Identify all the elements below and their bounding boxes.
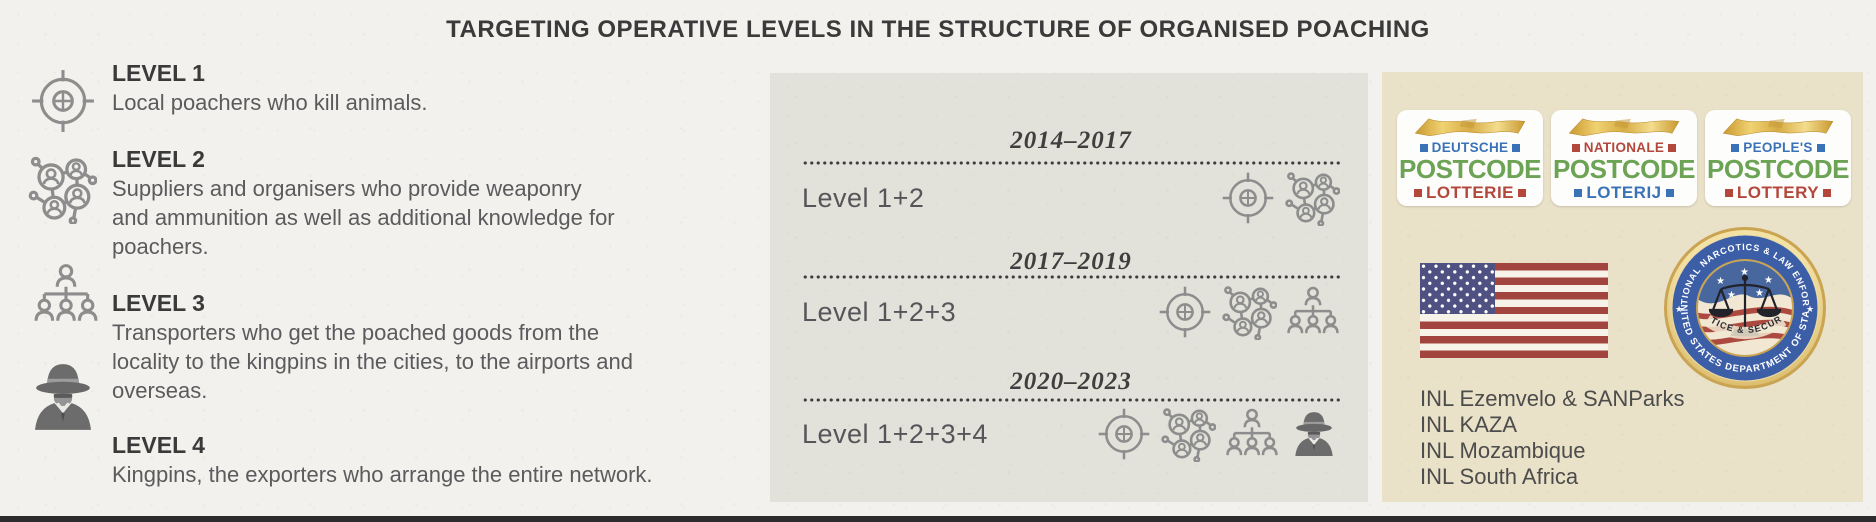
level-label: LEVEL 2 bbox=[112, 146, 205, 172]
square-icon bbox=[1419, 144, 1428, 153]
level-description: Suppliers and organisers who provide wea… bbox=[112, 176, 615, 259]
level-range-label: Level 1+2+3 bbox=[802, 296, 957, 327]
lottery-logos: DEUTSCHE POSTCODE LOTTERIE NATIONALE POS… bbox=[1397, 110, 1851, 206]
network-icon bbox=[1284, 170, 1340, 226]
logo-peoples-postcode-lottery: PEOPLE'S POSTCODE LOTTERY bbox=[1705, 110, 1851, 206]
svg-text:★: ★ bbox=[1740, 267, 1749, 278]
level-description: Transporters who get the poached goods f… bbox=[112, 320, 633, 403]
square-icon bbox=[1413, 189, 1422, 198]
target-icon bbox=[30, 68, 96, 134]
flag-canton-stars bbox=[1420, 263, 1495, 315]
network-icon bbox=[1221, 284, 1277, 340]
level-item: LEVEL 4 Kingpins, the exporters who arra… bbox=[112, 430, 687, 489]
square-icon bbox=[1665, 189, 1674, 198]
target-icon bbox=[1221, 171, 1275, 225]
level-description: Local poachers who kill animals. bbox=[112, 90, 428, 115]
svg-text:★: ★ bbox=[1764, 275, 1773, 286]
period-label: 2014–2017 bbox=[1010, 127, 1132, 154]
level-item: LEVEL 3 Transporters who get the poached… bbox=[112, 288, 687, 405]
network-icon bbox=[27, 154, 97, 224]
hierarchy-icon bbox=[33, 262, 99, 328]
square-icon bbox=[1823, 189, 1832, 198]
partner-item: INL Ezemvelo & SANParks bbox=[1420, 386, 1685, 411]
square-icon bbox=[1731, 144, 1740, 153]
dotted-divider bbox=[802, 275, 1340, 279]
logo-nationale-postcode-loterij: NATIONALE POSTCODE LOTERIJ bbox=[1551, 110, 1697, 206]
gold-ribbon-icon bbox=[1714, 113, 1842, 140]
level-label: LEVEL 1 bbox=[112, 60, 205, 86]
period-label: 2020–2023 bbox=[1010, 368, 1132, 395]
square-icon bbox=[1571, 144, 1580, 153]
inl-seal: INTERNATIONAL NARCOTICS & LAW ENFORCEMEN… bbox=[1663, 226, 1826, 389]
square-icon bbox=[1816, 144, 1825, 153]
level-range-label: Level 1+2+3+4 bbox=[802, 418, 988, 449]
square-icon bbox=[1668, 144, 1677, 153]
partner-list: INL Ezemvelo & SANParks INL KAZA INL Moz… bbox=[1420, 386, 1685, 490]
level-label: LEVEL 4 bbox=[112, 432, 205, 458]
square-icon bbox=[1724, 189, 1733, 198]
network-icon bbox=[1160, 406, 1216, 462]
hierarchy-icon bbox=[1286, 285, 1340, 339]
timeline-panel: 2014–2017 Level 1+2 2017–2019 Level 1+2+… bbox=[770, 73, 1368, 502]
us-flag bbox=[1420, 263, 1608, 358]
kingpin-icon bbox=[1288, 408, 1340, 460]
level-item: LEVEL 1 Local poachers who kill animals. bbox=[112, 58, 687, 117]
svg-text:★: ★ bbox=[1727, 290, 1736, 301]
square-icon bbox=[1574, 189, 1583, 198]
partner-item: INL South Africa bbox=[1420, 464, 1579, 489]
sponsors-panel: DEUTSCHE POSTCODE LOTTERIE NATIONALE POS… bbox=[1382, 72, 1863, 502]
square-icon bbox=[1512, 144, 1521, 153]
level-range-label: Level 1+2 bbox=[802, 182, 925, 213]
kingpin-icon bbox=[24, 358, 102, 436]
partner-item: INL Mozambique bbox=[1420, 438, 1586, 463]
target-icon bbox=[1158, 285, 1212, 339]
logo-deutsche-postcode-lotterie: DEUTSCHE POSTCODE LOTTERIE bbox=[1397, 110, 1543, 206]
dotted-divider bbox=[802, 161, 1340, 165]
level-item: LEVEL 2 Suppliers and organisers who pro… bbox=[112, 144, 687, 261]
svg-text:★: ★ bbox=[1716, 276, 1725, 287]
hierarchy-icon bbox=[1225, 407, 1279, 461]
svg-text:★: ★ bbox=[1755, 288, 1764, 299]
page-title: TARGETING OPERATIVE LEVELS IN THE STRUCT… bbox=[446, 16, 1430, 43]
dotted-divider bbox=[802, 398, 1340, 402]
star-icon: ★ bbox=[1675, 304, 1683, 314]
gold-ribbon-icon bbox=[1560, 113, 1688, 140]
partner-item: INL KAZA bbox=[1420, 412, 1517, 437]
star-icon: ★★★ ★ ★ bbox=[1716, 267, 1773, 301]
level-description: Kingpins, the exporters who arrange the … bbox=[112, 462, 653, 487]
square-icon bbox=[1518, 189, 1527, 198]
bottom-bar bbox=[0, 516, 1876, 522]
level-label: LEVEL 3 bbox=[112, 290, 205, 316]
gold-ribbon-icon bbox=[1406, 113, 1534, 140]
target-icon bbox=[1097, 407, 1151, 461]
star-icon: ★ bbox=[1806, 304, 1814, 314]
period-label: 2017–2019 bbox=[1010, 248, 1132, 275]
